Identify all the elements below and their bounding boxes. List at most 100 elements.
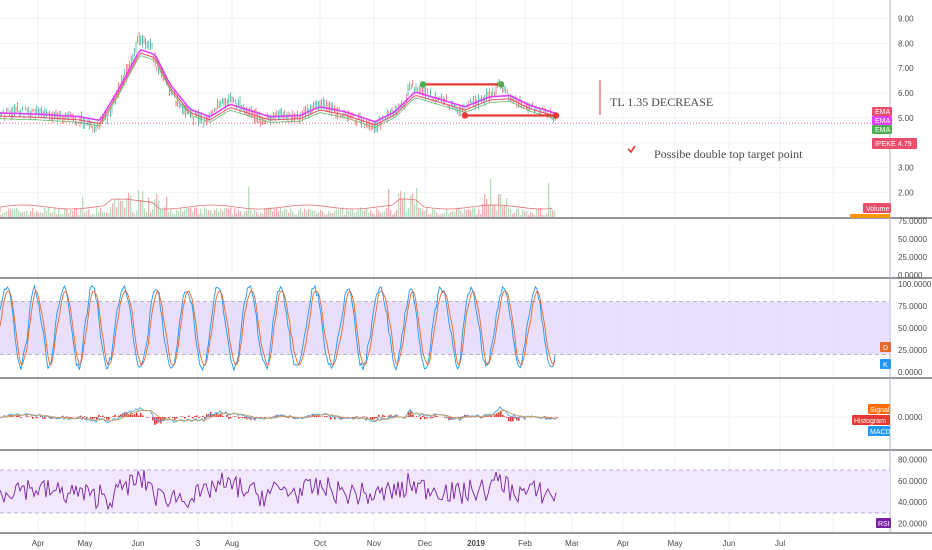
volume-bar [94,214,96,217]
macd-histogram-bar [40,415,42,417]
macd-histogram-bar [412,414,414,417]
macd-legend-tag [852,415,890,425]
macd-histogram-bar [382,414,384,417]
macd-histogram-bar [510,417,512,422]
x-tick-label: Jun [132,539,145,548]
volume-bar [534,214,536,217]
macd-histogram-bar [372,417,374,420]
macd-histogram-bar [246,417,248,420]
x-tick-label: Apr [32,539,45,548]
macd-histogram-bar [316,415,318,417]
volume-bar [474,208,476,217]
volume-bar [0,214,2,217]
volume-bar [512,213,514,217]
volume-ma-line [0,198,553,212]
macd-histogram-bar [82,417,84,419]
volume-bar [256,211,258,217]
macd-histogram-bar [518,417,520,421]
volume-bar [212,212,214,217]
volume-bar [336,208,338,217]
volume-bar [4,212,6,217]
macd-histogram-bar [506,417,508,418]
x-tick-label: Dec [418,539,432,548]
macd-histogram-bar [118,415,120,417]
volume-bar [202,213,204,217]
macd-histogram-bar [364,416,366,417]
macd-legend-tag [868,404,890,414]
macd-histogram-bar [188,415,190,417]
annotations: TL 1.35 DECREASE Possibe double top targe… [599,80,803,161]
volume-bar [398,193,400,217]
volume-bar [446,208,448,217]
time-axis: Apr May Jun 3 Aug Oct Nov Dec 2019 Feb Mar Apr May Ju… [32,539,786,548]
macd-histogram-bar [56,417,58,419]
volume-bar [138,190,140,217]
volume-bar [78,214,80,217]
macd-legend-label: MACD [870,429,891,436]
volume-bar [460,210,462,217]
volume-bar [470,210,472,217]
stoch-legend-tag [880,359,891,369]
macd-histogram-bar [544,416,546,417]
volume-bar [268,207,270,217]
volume-bar [434,209,436,217]
volume-bar [262,213,264,217]
volume-bar [16,207,18,217]
macd-histogram-bar [100,416,102,417]
macd-histogram-bar [86,417,88,420]
volume-bar [438,214,440,217]
volume-bar [392,214,394,217]
macd-histogram-bar [172,417,174,418]
volume-bar [136,210,138,217]
volume-bar [382,211,384,217]
volume-bar [312,210,314,217]
volume-bar [466,210,468,217]
volume-bar [232,214,234,217]
macd-histogram-bar [78,416,80,417]
macd-histogram-bar [270,417,272,418]
volume-bar [318,212,320,217]
macd-histogram-bar [228,417,230,420]
volume-bar [106,212,108,217]
stoch-d-line [0,290,556,366]
volume-bar [124,207,126,217]
macd-histogram-bar [130,412,132,417]
macd-histogram-bar [408,412,410,417]
price-tick-label: 6.00 [898,89,914,98]
volume-tag [863,203,891,213]
volume-bar [230,207,232,217]
rsi-tick-label: 80.0000 [898,455,927,464]
macd-histogram-bar [226,415,228,417]
volume-bar [148,197,150,217]
top-marker [419,81,427,88]
volume-bar [410,195,412,217]
volume-bar [134,214,136,217]
macd-histogram-bar [62,415,64,417]
volume-bar [370,210,372,217]
macd-histogram-bar [388,415,390,417]
volume-bar [550,207,552,217]
volume-bar [292,211,294,217]
macd-histogram-bar [66,416,68,417]
macd-histogram-bar [92,417,94,419]
macd-histogram-bar [20,417,22,418]
volume-bar [144,208,146,217]
volume-bar [98,211,100,217]
macd-histogram-bar [36,417,38,419]
volume-bar [36,210,38,217]
volume-bar [38,212,40,217]
empty-panel-tick-label: 50.0000 [898,235,927,244]
macd-histogram-bar [174,417,176,420]
volume-bar [236,213,238,217]
macd-histogram-bar [278,415,280,417]
price-panel[interactable] [0,32,890,217]
annotation-double-top: Possibe double top target point [654,147,803,161]
volume-bar [264,208,266,217]
volume-bar [208,210,210,217]
volume-bar [504,204,506,217]
volume-bar [168,212,170,217]
macd-tick-label: 0.0000 [898,413,923,422]
x-tick-label: Aug [225,539,239,548]
volume-bar [420,208,422,217]
volume-ma-tag [850,214,890,218]
